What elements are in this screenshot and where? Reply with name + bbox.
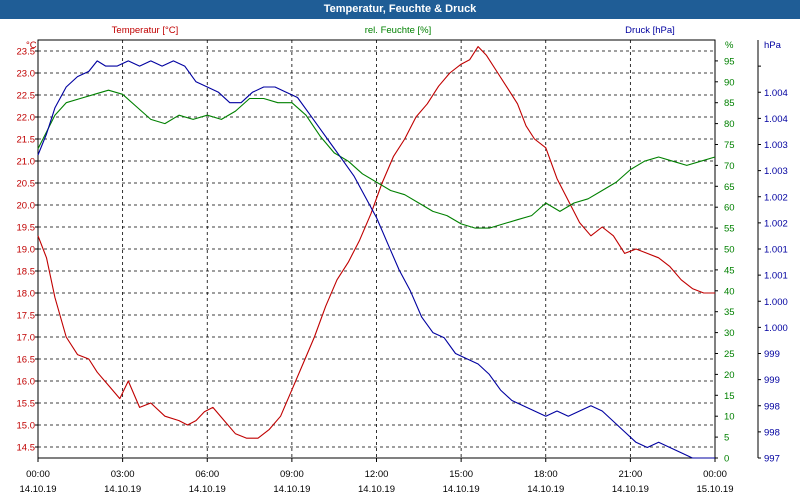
temperature-axis-title: Temperatur [°C] [112,25,179,36]
temperature-tick-label: 16.0 [17,377,36,388]
temperature-tick-label: 22.5 [17,91,36,102]
date-tick-label: 14.10.19 [189,484,226,495]
temperature-unit-label: °C [26,40,37,51]
humidity-unit-label: % [725,40,734,51]
temperature-tick-label: 19.5 [17,223,36,234]
humidity-tick-label: 30 [724,328,735,339]
series-lines [37,46,716,459]
temperature-tick-label: 17.5 [17,311,36,322]
pressure-tick-label: 1.002 [764,218,788,229]
humidity-tick-label: 10 [724,412,735,423]
humidity-axis: 0 5 10 15 20 25 30 35 40 45 50 55 60 65 70 75 80 85 90 95 [715,56,735,465]
humidity-tick-label: 55 [724,224,735,235]
chart-title: Temperatur, Feuchte & Druck [0,0,800,19]
time-tick-label: 06:00 [195,469,219,480]
temperature-tick-label: 15.5 [17,399,36,410]
pressure-axis-title: Druck [hPa] [625,25,675,36]
humidity-tick-label: 85 [724,98,735,109]
humidity-tick-label: 40 [724,286,735,297]
time-tick-label: 03:00 [111,469,135,480]
pressure-tick-label: 998 [764,401,780,412]
pressure-tick-label: 1.001 [764,245,788,256]
date-tick-label: 14.10.19 [20,484,57,495]
humidity-tick-label: 20 [724,370,735,381]
time-tick-label: 12:00 [365,469,389,480]
time-tick-label: 00:00 [26,469,50,480]
temperature-tick-label: 18.0 [17,289,36,300]
temperature-tick-label: 20.0 [17,201,36,212]
pressure-tick-label: 1.001 [764,271,788,282]
time-tick-label: 15:00 [449,469,473,480]
pressure-axis: 997 998 998 999 999 1.000 1.000 1.001 1.001 1.002… [757,40,788,465]
pressure-tick-label: 1.004 [764,88,788,99]
time-tick-label: 09:00 [280,469,304,480]
temperature-tick-label: 15.0 [17,421,36,432]
pressure-tick-label: 1.004 [764,114,788,125]
temperature-tick-label: 19.0 [17,245,36,256]
temperature-tick-label: 21.5 [17,135,36,146]
temperature-tick-label: 20.5 [17,179,36,190]
humidity-tick-label: 95 [724,56,735,67]
pressure-series-line [37,60,715,459]
pressure-tick-label: 1.000 [764,297,788,308]
humidity-tick-label: 25 [724,349,735,360]
date-tick-label: 14.10.19 [612,484,649,495]
humidity-tick-label: 80 [724,119,735,130]
temperature-tick-label: 16.5 [17,355,36,366]
humidity-tick-label: 15 [724,391,735,402]
date-tick-label: 14.10.19 [273,484,310,495]
temperature-tick-label: 18.5 [17,267,36,278]
date-tick-label: 14.10.19 [104,484,141,495]
temperature-series-line [37,46,715,439]
humidity-tick-label: 45 [724,265,735,276]
humidity-tick-label: 0 [724,454,729,465]
temperature-tick-label: 14.5 [17,443,36,454]
time-tick-label: 18:00 [534,469,558,480]
date-tick-label: 14.10.19 [443,484,480,495]
temperature-tick-label: 23.0 [17,69,36,80]
pressure-unit-label: hPa [764,40,782,51]
date-tick-label: 14.10.19 [358,484,395,495]
temperature-tick-label: 17.0 [17,333,36,344]
humidity-tick-label: 60 [724,203,735,214]
humidity-tick-label: 75 [724,140,735,151]
grid-lines [38,40,715,458]
humidity-tick-label: 50 [724,245,735,256]
temperature-tick-label: 23.5 [17,47,36,58]
time-axis: 00:00 14.10.19 03:00 14.10.19 06:00 14.10.19 0… [20,458,734,495]
temperature-axis: 14.5 15.0 15.5 16.0 16.5 17.0 17.5 18.0 18.5 19.0… [17,47,38,454]
humidity-series-line [37,89,716,229]
date-tick-label: 14.10.19 [527,484,564,495]
humidity-tick-label: 65 [724,182,735,193]
pressure-tick-label: 1.000 [764,323,788,334]
pressure-tick-label: 1.002 [764,192,788,203]
pressure-tick-label: 997 [764,454,780,465]
humidity-tick-label: 90 [724,77,735,88]
time-tick-label: 00:00 [703,469,727,480]
pressure-tick-label: 999 [764,375,780,386]
date-tick-label: 15.10.19 [697,484,734,495]
time-tick-label: 21:00 [618,469,642,480]
humidity-tick-label: 5 [724,433,729,444]
pressure-tick-label: 1.003 [764,140,788,151]
humidity-tick-label: 70 [724,161,735,172]
pressure-tick-label: 999 [764,349,780,360]
temperature-tick-label: 22.0 [17,113,36,124]
humidity-axis-title: rel. Feuchte [%] [365,25,432,36]
humidity-tick-label: 35 [724,307,735,318]
pressure-tick-label: 1.003 [764,166,788,177]
pressure-tick-label: 998 [764,427,780,438]
temperature-tick-label: 21.0 [17,157,36,168]
